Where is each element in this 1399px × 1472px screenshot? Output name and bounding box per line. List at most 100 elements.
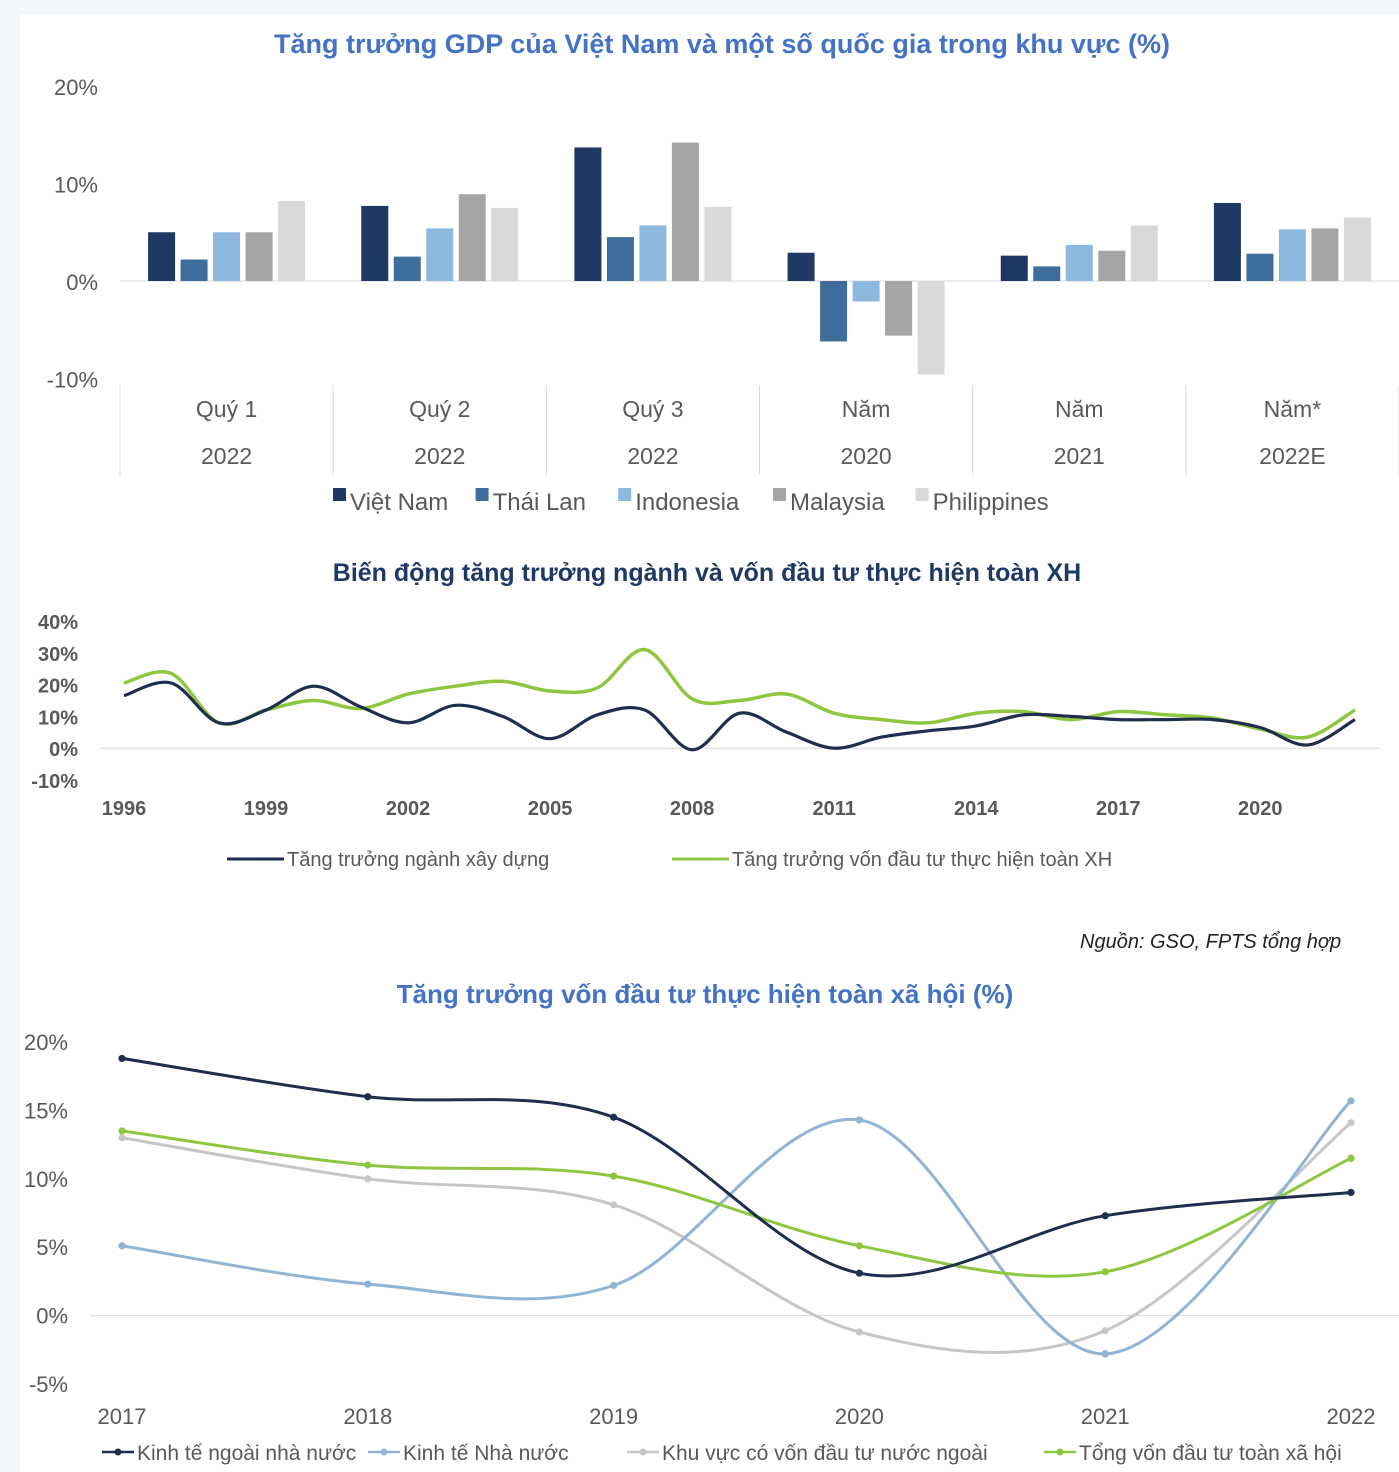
chart1-bar-4-4 xyxy=(1130,225,1158,281)
chart1-bar-0-0 xyxy=(148,232,176,281)
charts-canvas: Tăng trưởng GDP của Việt Nam và một số q… xyxy=(24,29,1399,1465)
chart3-ytick: 20% xyxy=(24,1030,68,1055)
chart3-point xyxy=(118,1242,126,1250)
chart1-xtick-year: 2020 xyxy=(840,443,891,469)
chart3-legend-label: Kinh tế ngoài nhà nước xyxy=(137,1442,356,1465)
chart1-bar-2-3 xyxy=(852,281,880,302)
chart-panel: Tăng trưởng GDP của Việt Nam và một số q… xyxy=(20,14,1399,1472)
chart1-legend-swatch xyxy=(773,488,786,501)
chart1-xtick: Quý 1 xyxy=(196,396,257,422)
chart3-point xyxy=(1347,1188,1355,1197)
chart2-ytick: 0% xyxy=(49,739,78,761)
chart1-ytick: -10% xyxy=(47,368,98,393)
chart1-ytick: 20% xyxy=(54,75,98,100)
chart1-bar-2-1 xyxy=(426,228,454,281)
chart3-xtick: 2020 xyxy=(835,1404,884,1429)
chart2-xtick: 1996 xyxy=(102,798,147,820)
chart3-series-line xyxy=(121,1121,1352,1354)
chart2-ytick: 40% xyxy=(38,612,78,634)
chart2-series-line xyxy=(123,647,1356,740)
chart2-ytick: -10% xyxy=(31,771,78,793)
chart2-xtick: 2011 xyxy=(812,798,855,820)
chart3-series-line xyxy=(121,1056,1352,1278)
chart1-bar-4-5 xyxy=(1343,217,1371,281)
chart3-ytick: 10% xyxy=(24,1167,68,1192)
chart3-legend-marker xyxy=(639,1448,647,1456)
chart1-xtick: Năm xyxy=(1055,396,1104,422)
chart2-xtick: 2005 xyxy=(528,798,573,820)
chart2-xtick: 2014 xyxy=(954,798,999,820)
chart1-legend-swatch xyxy=(618,488,632,501)
chart3-xtick: 2019 xyxy=(589,1404,638,1429)
chart1-bar-4-1 xyxy=(491,207,519,281)
chart1-bar-3-3 xyxy=(885,281,913,336)
chart2-legend-label: Tăng trưởng vốn đầu tư thực hiện toàn XH xyxy=(732,849,1112,871)
chart1-legend-label: Malaysia xyxy=(790,489,885,516)
chart1-bar-3-2 xyxy=(671,142,699,281)
chart3-title: Tăng trưởng vốn đầu tư thực hiện toàn xã… xyxy=(397,979,1014,1009)
chart2-xtick: 2002 xyxy=(386,798,431,820)
chart3-xtick: 2017 xyxy=(98,1404,147,1429)
chart3-point xyxy=(855,1269,864,1277)
chart1-legend-swatch xyxy=(915,488,929,501)
chart2-xtick: 2020 xyxy=(1238,798,1283,820)
chart1-legend-swatch xyxy=(475,488,489,501)
chart1-xtick-year: 2022E xyxy=(1259,443,1326,469)
chart3-point xyxy=(1101,1268,1109,1276)
chart1-bar-0-5 xyxy=(1213,203,1241,281)
chart1-bar-2-0 xyxy=(213,232,241,281)
chart3-xtick: 2022 xyxy=(1327,1404,1376,1429)
chart1-xtick: Năm* xyxy=(1264,396,1322,422)
chart1-bar-1-5 xyxy=(1246,253,1274,281)
chart3-legend-label: Tổng vốn đầu tư toàn xã hội xyxy=(1079,1442,1342,1465)
chart1-legend-label: Việt Nam xyxy=(350,489,448,516)
chart3-point xyxy=(364,1093,372,1101)
chart3-point xyxy=(1347,1154,1355,1162)
chart3-ytick: -5% xyxy=(29,1372,68,1397)
chart1-bar-3-0 xyxy=(245,232,273,281)
chart3-point xyxy=(364,1161,372,1169)
chart2-ytick: 30% xyxy=(38,644,78,666)
chart1-bar-1-4 xyxy=(1033,266,1061,281)
chart3-point xyxy=(610,1113,618,1121)
chart3-xtick: 2021 xyxy=(1081,1404,1130,1429)
chart3-point xyxy=(855,1328,864,1336)
chart2-legend-label: Tăng trưởng ngành xây dựng xyxy=(287,849,549,871)
chart1-bar-0-2 xyxy=(574,147,602,281)
chart1-legend-swatch xyxy=(333,488,346,501)
chart3-legend-label: Khu vực có vốn đầu tư nước ngoài xyxy=(662,1442,988,1465)
chart1-bar-1-0 xyxy=(180,259,208,281)
chart3-point xyxy=(610,1281,618,1290)
chart3-xtick: 2018 xyxy=(343,1404,392,1429)
source-note: Nguồn: GSO, FPTS tổng hợp xyxy=(1080,931,1341,953)
chart1-bar-0-4 xyxy=(1000,255,1028,281)
chart3-point xyxy=(1101,1327,1109,1335)
chart3-point xyxy=(855,1242,864,1250)
chart1-bar-4-0 xyxy=(278,201,306,281)
chart1-bar-3-5 xyxy=(1311,228,1339,281)
chart1-xtick-year: 2022 xyxy=(201,443,252,469)
chart1-ytick: 10% xyxy=(54,173,98,198)
chart3-point xyxy=(610,1172,618,1180)
chart1-xtick: Quý 3 xyxy=(622,396,683,422)
chart3-ytick: 0% xyxy=(36,1304,68,1329)
chart1-bar-3-4 xyxy=(1098,250,1126,281)
chart3-point xyxy=(1347,1097,1355,1105)
chart1-xtick: Quý 2 xyxy=(409,396,470,422)
chart2-series-line xyxy=(123,680,1356,752)
chart3-point xyxy=(1101,1350,1109,1358)
chart1-bar-1-2 xyxy=(606,237,634,281)
chart1-bar-4-2 xyxy=(704,206,732,281)
chart1-bar-0-1 xyxy=(361,205,389,281)
chart1-xtick-year: 2022 xyxy=(627,443,678,469)
chart3-point xyxy=(610,1201,618,1209)
chart1-group: 20% 10% 0% -10% Quý 1 2022 Quý 2 2022 Quý 3 2022 N… xyxy=(47,75,1399,516)
chart3-point xyxy=(1347,1119,1355,1127)
chart3-legend-marker xyxy=(1056,1448,1064,1456)
chart3-legend-marker xyxy=(114,1448,122,1456)
chart3-legend-marker xyxy=(380,1448,388,1456)
chart1-title: Tăng trưởng GDP của Việt Nam và một số q… xyxy=(274,29,1170,59)
chart1-bar-1-3 xyxy=(820,281,848,342)
chart3-point xyxy=(118,1127,126,1135)
chart3-group: 20% 15% 10% 5% 0% -5% 2017 2018 2019 2020 2021 2022… xyxy=(24,1030,1399,1465)
